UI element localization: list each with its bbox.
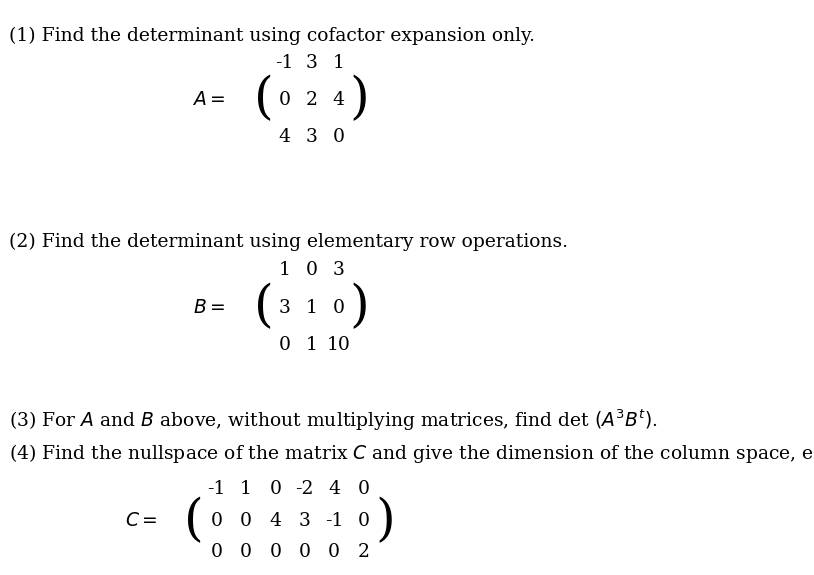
Text: 3: 3 <box>305 128 317 146</box>
Text: 4: 4 <box>269 512 282 530</box>
Text: 0: 0 <box>240 512 252 530</box>
Text: 1: 1 <box>240 481 252 499</box>
Text: 3: 3 <box>278 298 291 316</box>
Text: 0: 0 <box>211 512 222 530</box>
Text: (1) Find the determinant using cofactor expansion only.: (1) Find the determinant using cofactor … <box>9 27 535 45</box>
Text: 0: 0 <box>357 481 370 499</box>
Text: ): ) <box>376 496 396 546</box>
Text: 3: 3 <box>299 512 311 530</box>
Text: ): ) <box>349 75 369 125</box>
Text: -2: -2 <box>295 481 314 499</box>
Text: 0: 0 <box>333 298 344 316</box>
Text: 2: 2 <box>305 91 317 109</box>
Text: (: ( <box>254 283 274 332</box>
Text: (4) Find the nullspace of the matrix $C$ and give the dimension of the column sp: (4) Find the nullspace of the matrix $C$… <box>9 442 814 465</box>
Text: (3) For $A$ and $B$ above, without multiplying matrices, find det $(A^3 B^t)$.: (3) For $A$ and $B$ above, without multi… <box>9 408 658 433</box>
Text: 0: 0 <box>328 543 340 561</box>
Text: 1: 1 <box>305 336 317 354</box>
Text: 1: 1 <box>305 298 317 316</box>
Text: 4: 4 <box>278 128 291 146</box>
Text: 0: 0 <box>240 543 252 561</box>
Text: 0: 0 <box>269 481 282 499</box>
Text: 0: 0 <box>357 512 370 530</box>
Text: $C = $: $C = $ <box>125 512 157 530</box>
Text: $A = $: $A = $ <box>191 91 225 109</box>
Text: 0: 0 <box>305 261 317 279</box>
Text: 2: 2 <box>357 543 370 561</box>
Text: -1: -1 <box>208 481 225 499</box>
Text: 1: 1 <box>333 53 344 72</box>
Text: (: ( <box>254 75 274 125</box>
Text: 10: 10 <box>326 336 351 354</box>
Text: 0: 0 <box>269 543 282 561</box>
Text: 0: 0 <box>211 543 222 561</box>
Text: -1: -1 <box>325 512 344 530</box>
Text: 0: 0 <box>278 336 291 354</box>
Text: 3: 3 <box>333 261 344 279</box>
Text: 3: 3 <box>305 53 317 72</box>
Text: 0: 0 <box>299 543 311 561</box>
Text: ): ) <box>349 283 369 332</box>
Text: 1: 1 <box>278 261 291 279</box>
Text: (: ( <box>185 496 204 546</box>
Text: 0: 0 <box>278 91 291 109</box>
Text: 4: 4 <box>328 481 340 499</box>
Text: 4: 4 <box>333 91 344 109</box>
Text: (2) Find the determinant using elementary row operations.: (2) Find the determinant using elementar… <box>9 233 567 251</box>
Text: $B = $: $B = $ <box>193 298 225 316</box>
Text: -1: -1 <box>275 53 294 72</box>
Text: 0: 0 <box>333 128 344 146</box>
